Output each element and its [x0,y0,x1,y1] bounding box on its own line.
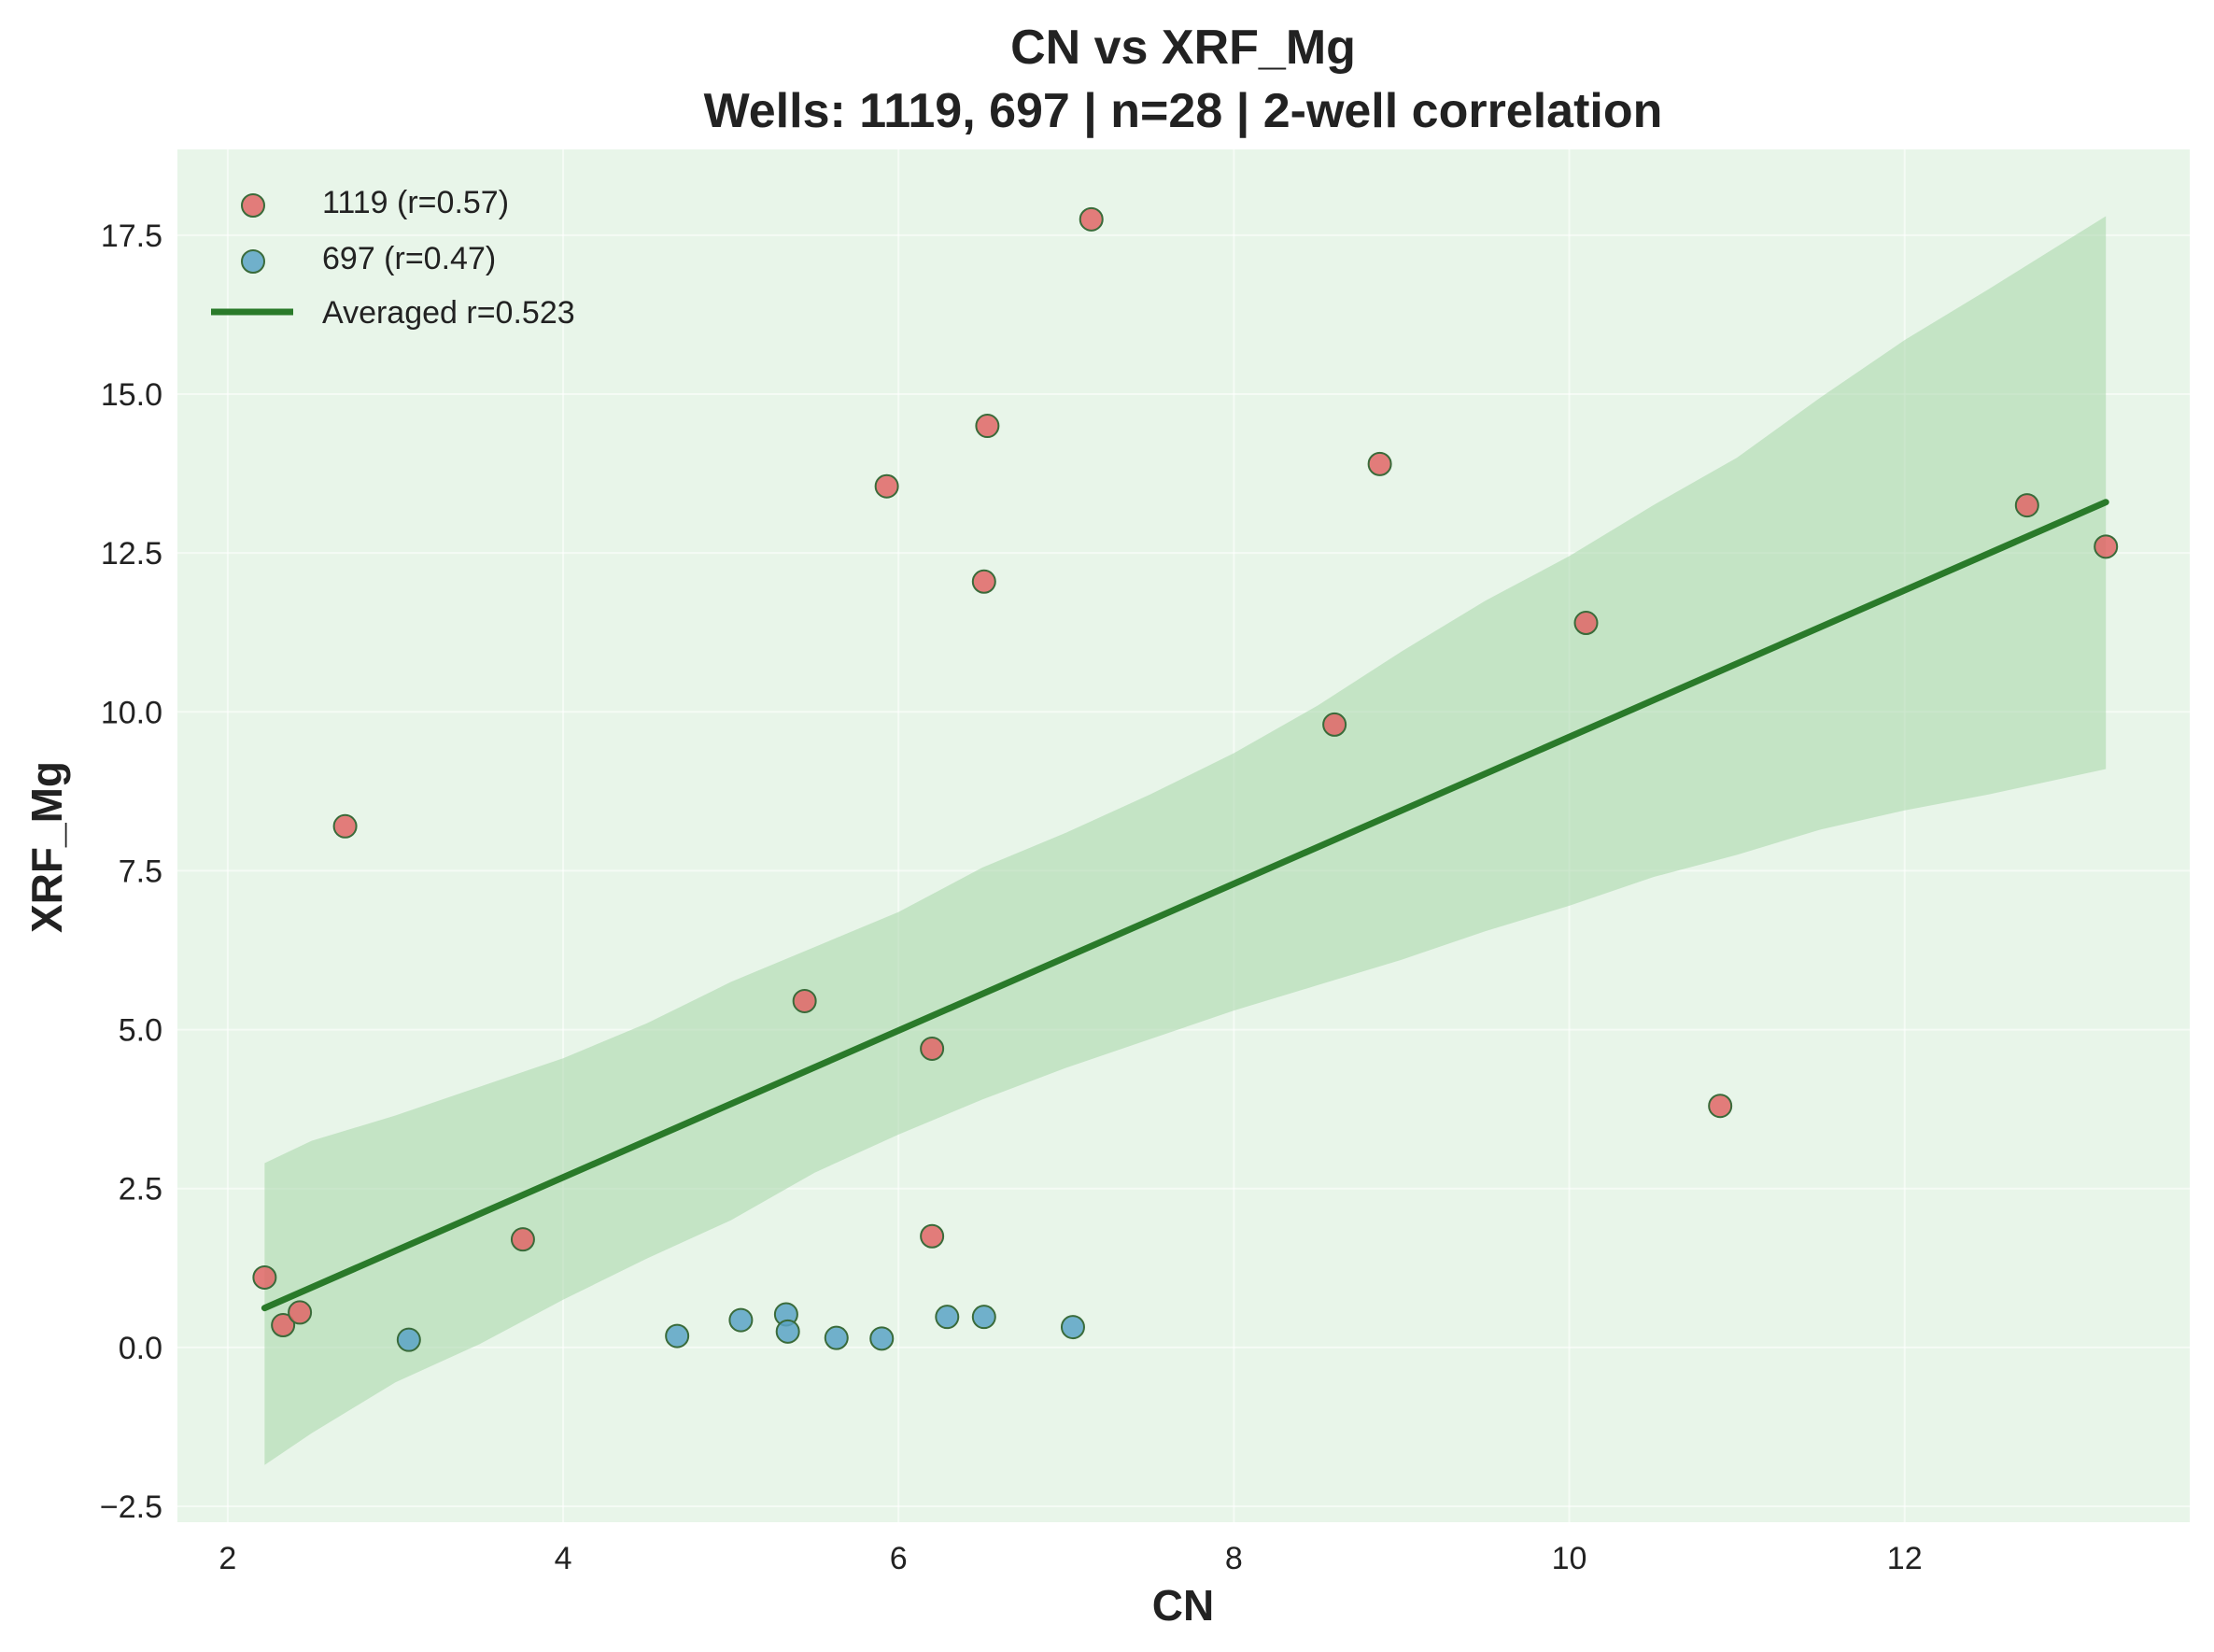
y-tick-label: 10.0 [101,695,162,730]
x-axis-label: CN [1152,1581,1214,1630]
y-tick-label: 5.0 [119,1013,162,1049]
x-tick-label: 8 [1225,1541,1243,1576]
y-axis-label: XRF_Mg [22,761,71,933]
point-1119 [2014,493,2039,518]
chart-title: CN vs XRF_Mg [1010,21,1356,75]
legend-label-1119: 1119 (r=0.57) [322,185,509,220]
legend-label-697: 697 (r=0.47) [322,241,496,276]
confidence-band [264,216,2107,1465]
point-1119 [2094,534,2119,559]
x-tick-label: 10 [1552,1541,1587,1576]
point-1119 [792,988,817,1013]
point-697 [665,1323,690,1348]
point-1119 [920,1223,945,1249]
y-tick-label: 0.0 [119,1331,162,1366]
point-1119 [971,569,996,594]
point-1119 [1079,206,1104,232]
x-tick-label: 12 [1887,1541,1923,1576]
point-1119 [332,813,358,839]
data-points [252,206,2119,1352]
tick-labels: 2 4 6 8 10 12 −2.5 0.0 2.5 5.0 7.5 10.0 12.5 15.0 17.5 [100,219,1923,1576]
y-tick-label: 17.5 [101,219,162,254]
point-1119 [1573,611,1599,636]
legend-marker-1119 [241,193,265,218]
point-1119 [1367,451,1392,476]
point-1119 [288,1300,313,1325]
point-697 [869,1326,895,1351]
y-tick-label: 12.5 [101,536,162,572]
x-tick-label: 4 [555,1541,572,1576]
y-tick-label: 7.5 [119,854,162,889]
y-tick-label: −2.5 [100,1490,162,1525]
point-697 [1060,1315,1085,1340]
legend-marker-697 [241,249,265,274]
point-697 [728,1307,754,1333]
y-tick-label: 15.0 [101,377,162,413]
x-tick-label: 6 [890,1541,908,1576]
point-697 [971,1305,996,1330]
legend: 1119 (r=0.57) 697 (r=0.47) Averaged r=0.… [211,185,575,331]
regression-line [261,499,2109,1312]
point-697 [935,1305,960,1330]
point-1119 [920,1036,945,1061]
point-1119 [271,1313,296,1338]
point-1119 [1708,1094,1733,1119]
y-tick-label: 2.5 [119,1172,162,1207]
point-1119 [874,473,899,499]
point-1119 [510,1227,535,1252]
point-1119 [1322,712,1347,737]
point-697 [396,1327,421,1352]
point-697 [824,1325,849,1350]
chart-subtitle: Wells: 1119, 697 | n=28 | 2-well correla… [704,84,1663,138]
point-1119 [252,1264,277,1290]
legend-label-regression: Averaged r=0.523 [322,295,575,331]
x-tick-label: 2 [219,1541,236,1576]
point-697 [775,1319,800,1344]
point-1119 [975,414,1000,439]
